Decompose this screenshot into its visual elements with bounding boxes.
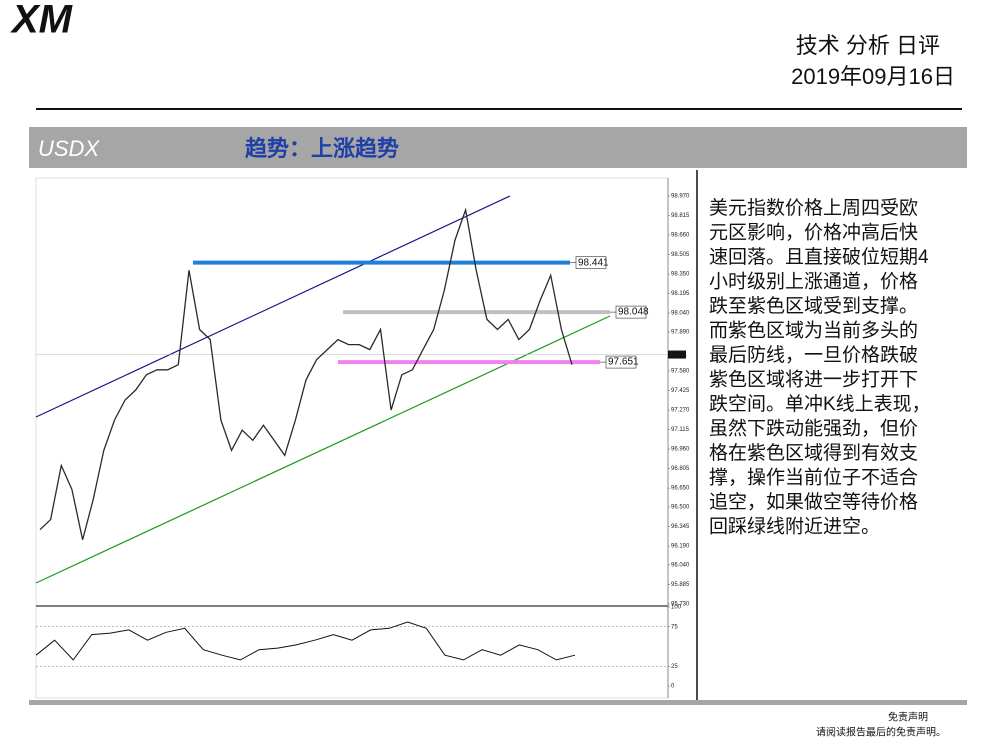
level-label-box — [575, 256, 607, 269]
osc-tick-label: 25 — [671, 664, 678, 670]
commentary-line: 紫色区域将进一步打开下 — [709, 369, 918, 391]
level-label: 98.441 — [578, 257, 609, 268]
y-tick-label: 96.500 — [671, 505, 690, 511]
commentary-line: 格在紫色区域得到有效支 — [709, 442, 918, 464]
oscillator-line — [35, 621, 576, 661]
last-price-box — [668, 350, 686, 359]
y-tick-label: 97.580 — [671, 369, 690, 375]
commentary-line: 而紫色区域为当前多头的 — [709, 320, 918, 342]
osc-tick-label: 100 — [671, 605, 682, 611]
y-tick-label: 98.970 — [671, 194, 690, 200]
y-tick-label: 98.040 — [671, 311, 690, 317]
banner-symbol: USDX — [38, 136, 100, 161]
commentary-line: 美元指数价格上周四受欧 — [709, 197, 918, 219]
level-label-box — [615, 305, 647, 319]
commentary-line: 元区影响，价格冲高后快 — [709, 222, 918, 244]
footer-line2: 请阅读报告最后的免责声明。 — [816, 726, 946, 739]
y-tick-label: 97.425 — [671, 388, 690, 394]
y-tick-label: 96.805 — [671, 466, 690, 472]
commentary-line: 速回落。且直接破位短期4 — [709, 246, 929, 268]
osc-tick-label: 75 — [671, 624, 678, 630]
footer-line1: 免责声明 — [888, 711, 928, 724]
y-tick-label: 97.890 — [671, 330, 690, 336]
y-tick-label: 96.040 — [671, 563, 690, 569]
level-label: 98.048 — [618, 307, 649, 318]
y-tick-label: 98.350 — [671, 272, 690, 278]
banner — [29, 127, 967, 168]
commentary-line: 虽然下跌动能强劲，但价 — [709, 418, 918, 440]
commentary-line: 撑，操作当前位子不适合 — [709, 467, 918, 489]
y-tick-label: 98.195 — [671, 291, 690, 297]
commentary-line: 跌至紫色区域受到支撑。 — [709, 295, 918, 317]
commentary-line: 追空，如果做空等待价格 — [709, 491, 918, 513]
y-tick-label: 97.270 — [671, 408, 690, 414]
y-tick-label: 96.345 — [671, 524, 690, 530]
logo: XM — [10, 0, 74, 42]
commentary-line: 小时级别上涨通道，价格 — [709, 271, 918, 293]
level-label: 97.651 — [608, 357, 639, 368]
chart-frame — [35, 177, 669, 699]
y-tick-label: 95.730 — [671, 602, 690, 608]
y-tick-label: 98.815 — [671, 213, 690, 219]
osc-tick-label: 0 — [671, 684, 675, 690]
commentary-line: 回踩绿线附近进空。 — [709, 516, 880, 538]
y-tick-label: 96.960 — [671, 447, 690, 453]
footer-rule — [29, 700, 967, 705]
y-tick-label: 96.190 — [671, 544, 690, 550]
channel-upper — [35, 195, 511, 418]
level-label-box — [605, 355, 637, 369]
y-tick-label: 97.115 — [671, 427, 690, 433]
y-tick-label: 95.885 — [671, 582, 690, 588]
banner-trend: 趋势：上涨趋势 — [245, 136, 399, 161]
report-title: 技术 分析 日评 — [796, 33, 940, 58]
y-tick-label: 98.505 — [671, 252, 690, 258]
price-line — [39, 207, 573, 540]
report-date: 2019年09月16日 — [791, 64, 955, 89]
y-tick-label: 96.650 — [671, 486, 690, 492]
last-price-label: 97.711 — [669, 352, 688, 358]
commentary-line: 跌空间。单冲K线上表现， — [709, 393, 931, 415]
commentary-line: 最后防线，一旦价格跌破 — [709, 344, 918, 366]
y-tick-label: 98.660 — [671, 233, 690, 239]
